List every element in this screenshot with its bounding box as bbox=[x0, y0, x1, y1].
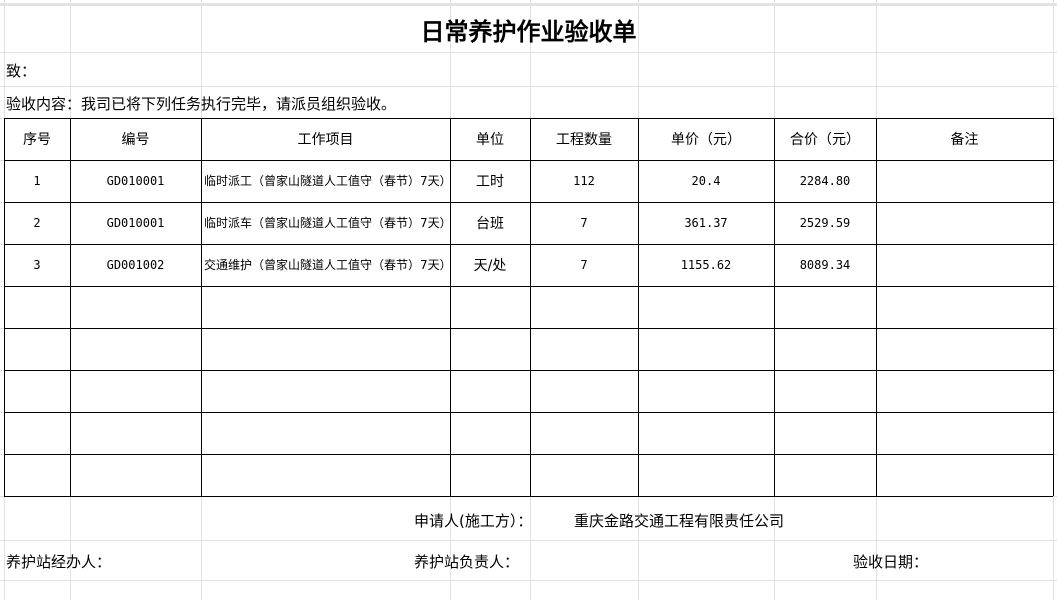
table-cell: 7 bbox=[580, 216, 588, 230]
table-cell: 1155.62 bbox=[680, 258, 732, 272]
applicant-label: 申请人(施工方）： bbox=[414, 512, 533, 530]
header-cell: 合价（元） bbox=[790, 132, 860, 148]
table-cell: GD010001 bbox=[106, 216, 165, 230]
to-label: 致： bbox=[6, 62, 37, 80]
table-cell: 工时 bbox=[476, 174, 504, 190]
header-cell: 工作项目 bbox=[297, 132, 354, 148]
table-cell: 7 bbox=[580, 258, 588, 272]
table-cell: 天/处 bbox=[473, 258, 507, 274]
table-cell: 2 bbox=[33, 216, 41, 230]
date-label: 验收日期： bbox=[853, 553, 929, 571]
header-cell: 单价（元） bbox=[671, 132, 741, 148]
manager-label: 养护站负责人： bbox=[414, 553, 520, 571]
header-cell: 工程数量 bbox=[556, 132, 612, 148]
table-cell: 20.4 bbox=[691, 174, 721, 188]
title: 日常养护作业验收单 bbox=[420, 18, 637, 46]
handler-label: 养护站经办人： bbox=[6, 553, 112, 571]
table-cell: 临时派工（曾家山隧道人工值守（春节）7天） bbox=[204, 174, 452, 188]
table-cell: 112 bbox=[573, 174, 595, 188]
table-cell: 361.37 bbox=[684, 216, 728, 230]
table-cell: 1 bbox=[33, 174, 41, 188]
table-cell: 交通维护（曾家山隧道人工值守（春节）7天） bbox=[204, 258, 452, 272]
header-cell: 单位 bbox=[476, 132, 504, 148]
table-cell: 台班 bbox=[476, 216, 504, 232]
content: 验收内容：我司已将下列任务执行完毕，请派员组织验收。 bbox=[6, 95, 397, 113]
table-cell: GD010001 bbox=[106, 174, 165, 188]
applicant: 重庆金路交通工程有限责任公司 bbox=[574, 512, 785, 530]
header-cell: 序号 bbox=[23, 132, 51, 148]
table-cell: 8089.34 bbox=[799, 258, 851, 272]
header-cell: 备注 bbox=[950, 132, 979, 148]
header-cell: 编号 bbox=[121, 132, 150, 148]
table-cell: 2284.80 bbox=[799, 174, 851, 188]
table-cell: GD001002 bbox=[106, 258, 165, 272]
table-cell: 临时派车（曾家山隧道人工值守（春节）7天） bbox=[204, 216, 452, 230]
table-cell: 2529.59 bbox=[799, 216, 851, 230]
table-cell: 3 bbox=[33, 258, 41, 272]
